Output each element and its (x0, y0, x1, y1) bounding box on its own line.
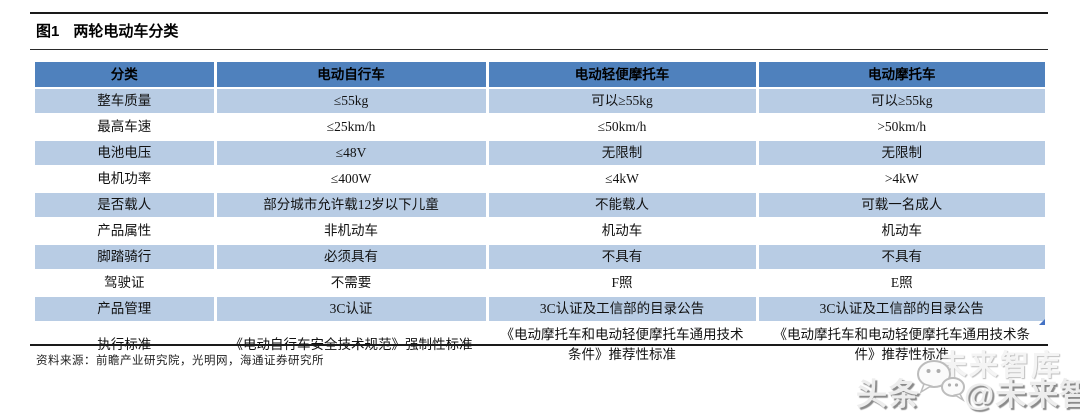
cell: 机动车 (485, 218, 757, 245)
cell: ≤55kg (213, 88, 487, 115)
table-row: 是否载人 部分城市允许载12岁以下儿童 不能载人 可载一名成人 (35, 192, 1045, 219)
row-label: 整车质量 (35, 88, 215, 115)
top-rule (30, 12, 1048, 14)
cell: 不能载人 (485, 192, 757, 219)
table-row: 整车质量 ≤55kg 可以≥55kg 可以≥55kg (35, 88, 1045, 115)
cell: ≤400W (213, 166, 487, 193)
col-header-motorcycle: 电动摩托车 (755, 62, 1045, 89)
table-row: 电池电压 ≤48V 无限制 无限制 (35, 140, 1045, 167)
cell: 3C认证及工信部的目录公告 (485, 296, 757, 323)
cell: 无限制 (485, 140, 757, 167)
watermark-handle: @未来智库 (964, 376, 1080, 412)
title-divider-rule (30, 49, 1048, 50)
table-row: 脚踏骑行 必须具有 不具有 不具有 (35, 244, 1045, 271)
cell: ≤4kW (485, 166, 757, 193)
row-label: 最高车速 (35, 114, 215, 141)
cell: 3C认证 (213, 296, 487, 323)
cell: F照 (485, 270, 757, 297)
cell: ≤48V (213, 140, 487, 167)
watermark-brand: 头条 (856, 376, 920, 412)
cell: 3C认证及工信部的目录公告 (755, 296, 1045, 323)
cell: 必须具有 (213, 244, 487, 271)
row-label: 电池电压 (35, 140, 215, 167)
row-label: 脚踏骑行 (35, 244, 215, 271)
classification-table: 分类 电动自行车 电动轻便摩托车 电动摩托车 整车质量 ≤55kg 可以≥55k… (35, 62, 1045, 369)
cell: 部分城市允许载12岁以下儿童 (213, 192, 487, 219)
source-note: 资料来源：前瞻产业研究院，光明网，海通证券研究所 (36, 355, 324, 367)
col-header-light-motorcycle: 电动轻便摩托车 (485, 62, 757, 89)
table-row: 驾驶证 不需要 F照 E照 (35, 270, 1045, 297)
watermark-secondary: 未来智库 (938, 350, 1063, 382)
table-row: 产品管理 3C认证 3C认证及工信部的目录公告 3C认证及工信部的目录公告 (35, 296, 1045, 323)
cell: 可以≥55kg (755, 88, 1045, 115)
bottom-rule (30, 344, 1048, 346)
col-header-category: 分类 (35, 62, 215, 89)
row-label: 电机功率 (35, 166, 215, 193)
table-header-row: 分类 电动自行车 电动轻便摩托车 电动摩托车 (35, 62, 1045, 89)
figure-title-text: 两轮电动车分类 (73, 23, 179, 40)
cell: >4kW (755, 166, 1045, 193)
row-label: 驾驶证 (35, 270, 215, 297)
cell: ≤50km/h (485, 114, 757, 141)
watermark: 头条 @未来智库 (856, 360, 1080, 416)
cell: E照 (755, 270, 1045, 297)
table-anchor-marker (1039, 319, 1045, 325)
cell: 可以≥55kg (485, 88, 757, 115)
table-row: 电机功率 ≤400W ≤4kW >4kW (35, 166, 1045, 193)
cell: >50km/h (755, 114, 1045, 141)
wechat-icon (917, 360, 965, 403)
cell: ≤25km/h (213, 114, 487, 141)
cell: 机动车 (755, 218, 1045, 245)
row-label: 产品管理 (35, 296, 215, 323)
table-row: 产品属性 非机动车 机动车 机动车 (35, 218, 1045, 245)
cell: 无限制 (755, 140, 1045, 167)
cell: 可载一名成人 (755, 192, 1045, 219)
cell: 不具有 (755, 244, 1045, 271)
col-header-ebicycle: 电动自行车 (213, 62, 487, 89)
table-row: 最高车速 ≤25km/h ≤50km/h >50km/h (35, 114, 1045, 141)
figure-number: 图1 (36, 23, 60, 40)
row-label: 产品属性 (35, 218, 215, 245)
cell: 不需要 (213, 270, 487, 297)
row-label: 是否载人 (35, 192, 215, 219)
cell: 不具有 (485, 244, 757, 271)
figure-title: 图1 两轮电动车分类 (36, 20, 178, 41)
cell: 非机动车 (213, 218, 487, 245)
